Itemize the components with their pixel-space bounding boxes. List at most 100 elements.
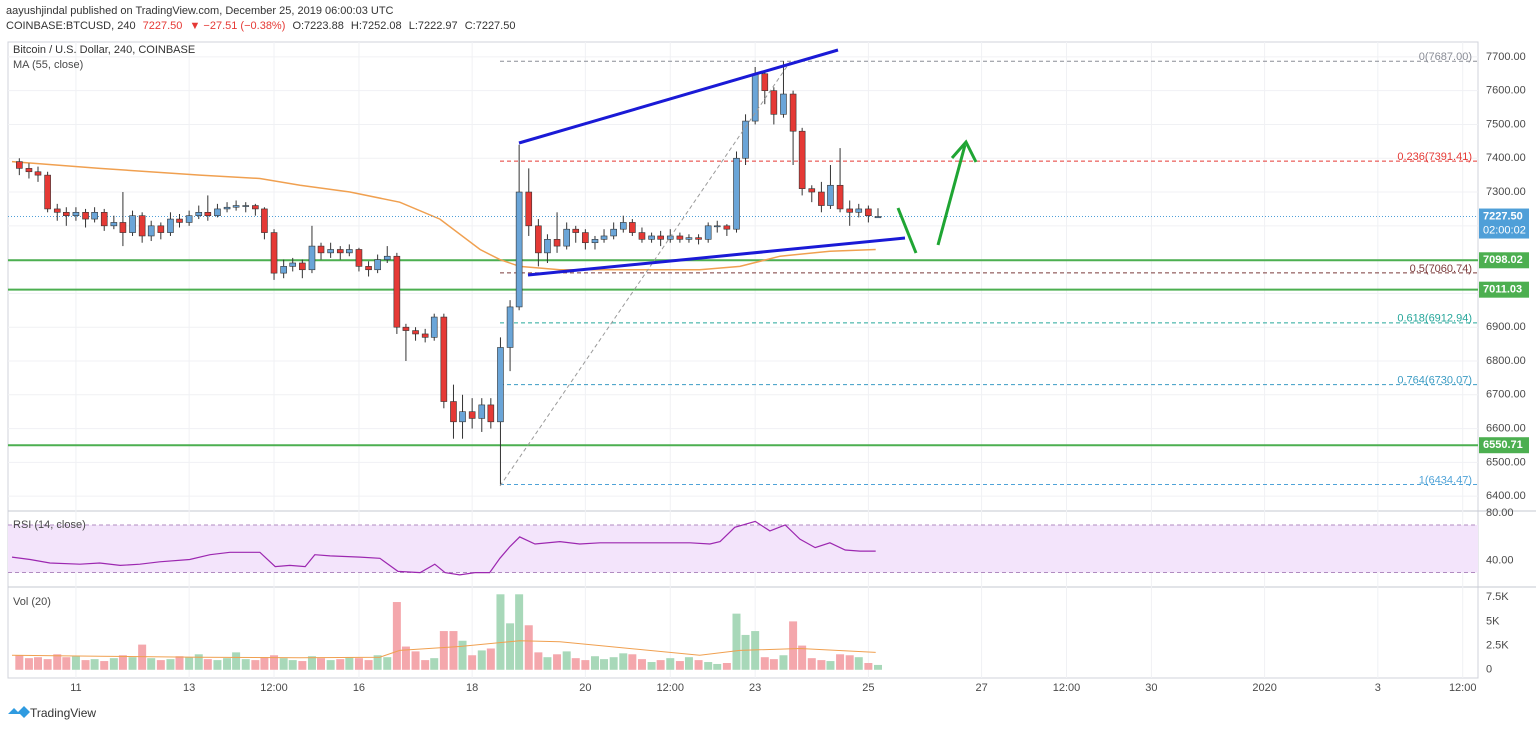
volume-bar [147, 658, 156, 670]
candle-body [393, 255, 401, 328]
candle-body [723, 225, 731, 230]
arrow [936, 144, 967, 246]
y-tick-label: 6900.00 [1486, 321, 1526, 333]
volume-bar [779, 655, 788, 670]
volume-bar [864, 663, 873, 670]
candle-body [648, 235, 655, 240]
volume-bar [647, 662, 656, 670]
candle-body [751, 73, 759, 122]
candle-body [629, 222, 636, 233]
open: O:7223.88 [292, 20, 343, 32]
level-label: 7011.03 [1483, 284, 1522, 296]
volume-bar [383, 657, 392, 670]
volume-bar [751, 631, 760, 670]
volume-bar [817, 660, 826, 670]
x-tick-label: 25 [862, 682, 874, 694]
volume-bar [100, 661, 109, 670]
candle-body [270, 232, 278, 274]
candle-body [242, 205, 250, 207]
candle-body [855, 208, 863, 213]
low: L:7222.97 [409, 20, 458, 32]
candle-body [572, 228, 580, 233]
fib-label: 0.764(6730.07) [1397, 375, 1472, 387]
x-tick-label: 12:00 [1053, 682, 1081, 694]
volume-bar [307, 656, 316, 670]
volume-bar [637, 659, 646, 670]
volume-tick-label: 5K [1486, 615, 1500, 627]
fib-trend [499, 61, 791, 487]
candle-body [299, 262, 306, 271]
volume-bar [392, 602, 401, 670]
candle-body [619, 222, 627, 230]
candle-body [16, 161, 23, 169]
candle-body [544, 239, 551, 254]
volume-bar [298, 661, 307, 670]
volume-bar [534, 652, 543, 670]
candle-body [487, 404, 495, 423]
volume-bar [600, 659, 609, 670]
x-tick-label: 13 [183, 682, 195, 694]
volume-bar [854, 657, 863, 670]
x-tick-label: 20 [579, 682, 591, 694]
x-tick-label: 12:00 [656, 682, 684, 694]
x-tick-label: 11 [70, 682, 81, 694]
y-tick-label: 6600.00 [1486, 422, 1526, 434]
volume-bar [43, 659, 52, 670]
volume-bar [694, 660, 703, 670]
x-tick-label: 2020 [1252, 682, 1276, 694]
candle-body [34, 171, 42, 176]
volume-bar [223, 658, 232, 670]
candle-body [563, 228, 570, 247]
level-label: 6550.71 [1483, 439, 1523, 451]
y-tick-label: 7700.00 [1486, 51, 1526, 63]
candle-body [582, 232, 589, 244]
candle-body [713, 225, 721, 228]
candle-body [53, 208, 61, 213]
candle-body [506, 306, 514, 348]
candle-body [459, 411, 466, 423]
x-tick-label: 30 [1145, 682, 1157, 694]
volume-bar [769, 659, 778, 670]
volume-bar [15, 655, 24, 670]
candle-body [402, 326, 410, 331]
last-price-tag [1479, 208, 1529, 239]
volume-bar [194, 654, 203, 670]
rsi-legend: RSI (14, close) [13, 519, 86, 531]
ma-line [11, 160, 876, 271]
candle-body [63, 212, 70, 216]
candle-body [515, 191, 523, 308]
volume-bar [336, 659, 345, 670]
candle-body [223, 206, 231, 210]
volume-bar [288, 660, 297, 670]
volume-bar [166, 659, 175, 670]
volume-bar [354, 658, 363, 670]
arrow [896, 207, 918, 254]
candle-body [733, 157, 740, 230]
volume-bar [71, 656, 80, 670]
volume-bar [128, 657, 137, 670]
volume-ma-line [11, 640, 876, 659]
volume-bar [24, 658, 33, 670]
candle-body [336, 249, 344, 254]
volume-bar [590, 656, 599, 670]
volume-bar [232, 652, 241, 670]
candle-body [430, 316, 438, 338]
quote-line: COINBASE:BTCUSD, 240 7227.50 ▼ −27.51 (−… [6, 20, 515, 32]
volume-bar [260, 657, 269, 670]
candle-body [478, 404, 486, 419]
volume-bar [241, 659, 250, 670]
candle-body [676, 235, 684, 240]
symbol: COINBASE:BTCUSD, 240 [6, 20, 136, 32]
drawings [499, 48, 978, 487]
volume-bar [279, 658, 288, 670]
candle-body [827, 184, 834, 206]
chart-title: Bitcoin / U.S. Dollar, 240, COINBASE [13, 44, 195, 56]
volume-bar [449, 631, 458, 670]
candle-body [214, 208, 221, 216]
candle-body [742, 120, 749, 159]
volume-bar [684, 657, 693, 670]
volume-bar [81, 660, 90, 670]
volume-bar [439, 631, 448, 670]
candle-body [497, 347, 504, 423]
volume-bar [524, 625, 533, 670]
